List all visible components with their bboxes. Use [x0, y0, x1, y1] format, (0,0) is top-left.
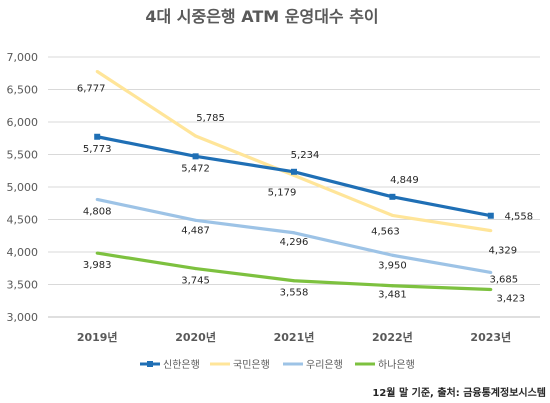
data-label: 3,423	[496, 294, 525, 305]
x-tick-label: 2022년	[372, 330, 413, 344]
legend-label: 국민은행	[233, 359, 270, 371]
x-tick-label: 2021년	[274, 330, 315, 344]
chart-title: 4대 시중은행 ATM 운영대수 추이	[145, 7, 378, 26]
y-tick-label: 3,500	[7, 279, 39, 292]
x-axis: 2019년 2020년 2021년 2022년 2023년	[77, 330, 511, 344]
y-tick-label: 3,000	[7, 311, 39, 324]
data-label: 4,563	[371, 226, 400, 237]
x-tick-label: 2020년	[175, 330, 216, 344]
data-label: 5,472	[181, 163, 210, 174]
legend-label: 우리은행	[306, 359, 343, 371]
x-tick-label: 2023년	[470, 330, 511, 344]
data-point	[291, 168, 297, 175]
data-label: 4,296	[280, 237, 309, 248]
data-label: 5,785	[196, 113, 225, 124]
data-point	[95, 251, 99, 255]
y-tick-label: 4,500	[7, 214, 39, 227]
data-label: 3,481	[378, 290, 407, 301]
data-label: 6,777	[77, 83, 106, 94]
data-point	[95, 69, 99, 73]
data-point	[194, 267, 198, 271]
data-point	[489, 229, 493, 233]
y-axis: 3,000 3,500 4,000 4,500 5,000 5,500 6,000 6,500…	[7, 51, 39, 324]
y-tick-label: 4,000	[7, 246, 39, 259]
data-point	[192, 153, 199, 160]
data-label: 4,808	[83, 206, 112, 217]
data-point	[489, 288, 493, 292]
data-point	[390, 213, 394, 217]
data-point	[390, 253, 394, 257]
y-tick-label: 7,000	[7, 51, 39, 64]
data-point	[95, 197, 99, 201]
data-label: 5,234	[291, 150, 320, 161]
data-label: 3,558	[280, 288, 309, 299]
data-point	[292, 279, 296, 283]
data-label: 4,329	[488, 246, 517, 257]
data-point	[390, 284, 394, 288]
series-group	[94, 69, 494, 292]
data-point	[194, 218, 198, 222]
legend: 신한은행 국민은행 우리은행 하나은행	[140, 358, 415, 371]
data-label: 5,773	[83, 144, 112, 155]
legend-label: 신한은행	[163, 359, 200, 371]
data-label: 5,179	[268, 187, 297, 198]
x-tick-label: 2019년	[77, 330, 118, 344]
data-label: 3,950	[378, 260, 407, 271]
data-label: 3,685	[489, 274, 518, 285]
data-label: 3,745	[181, 276, 210, 287]
data-point	[489, 270, 493, 274]
data-label: 4,487	[181, 225, 210, 236]
y-tick-label: 5,000	[7, 181, 39, 194]
gridlines	[48, 56, 540, 318]
data-label: 4,849	[390, 175, 419, 186]
data-point	[292, 231, 296, 235]
data-labels: 3,983 3,745 3,558 3,481 3,423 4,808 4,487 4,296…	[77, 83, 533, 304]
data-label: 3,983	[83, 260, 112, 271]
y-tick-label: 6,000	[7, 116, 39, 129]
source-note: 12월 말 기준, 출처: 금융통계정보시스템	[372, 386, 546, 399]
y-tick-label: 5,500	[7, 149, 39, 162]
y-tick-label: 6,500	[7, 84, 39, 97]
legend-marker	[147, 361, 153, 367]
data-point	[94, 133, 101, 140]
data-point	[389, 193, 396, 200]
data-point	[194, 134, 198, 138]
data-label: 4,558	[504, 212, 533, 223]
legend-label: 하나은행	[378, 358, 415, 371]
data-point	[487, 212, 494, 219]
